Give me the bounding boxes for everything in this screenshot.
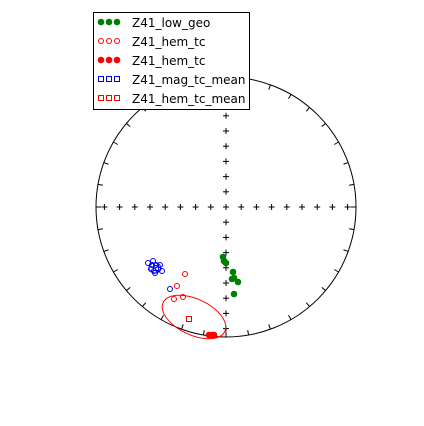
confidence-ellipses [148,262,227,340]
data-point [219,253,227,261]
legend-marker-2 [97,56,105,64]
data-point [171,296,177,302]
outline-tick [160,315,164,320]
outline-tick [202,330,205,336]
legend-marker-0 [105,18,113,26]
outline-tick [247,330,250,336]
outline-tick [103,249,109,252]
legend-marker-2 [113,56,121,64]
data-point [180,294,186,300]
confidence-ellipse-0 [161,294,227,340]
legend-marker-2 [105,56,113,64]
outline-tick [268,324,271,330]
legend-label-1: Z41_hem_tc [132,35,205,49]
data-point [182,271,188,277]
outline-tick [343,162,349,165]
data-points [145,253,242,339]
outline-tick [305,107,310,112]
outline-tick [334,269,339,273]
outline-tick [142,302,147,307]
legend: Z41_low_geo Z41_hem_tc Z41_hem_tc Z41_ma… [93,12,250,110]
data-point [167,286,173,292]
data-point [230,290,238,298]
data-point [153,265,159,271]
legend-marker-4 [114,95,120,101]
legend-marker-4 [98,95,104,101]
outline-tick [97,183,103,186]
data-point [210,331,218,339]
legend-marker-3 [106,76,112,82]
outline-tick [288,94,292,99]
outline-tick [181,324,184,330]
outline-tick [268,84,271,90]
legend-markers [97,18,121,101]
outline-tick [305,302,310,307]
data-point [159,268,165,274]
outline-tick [334,141,339,145]
outline-tick [343,249,349,252]
data-point [230,274,238,282]
data-point [229,268,237,276]
legend-marker-3 [98,76,104,82]
data-point [150,258,156,264]
outline-tick [113,269,118,273]
outline-tick [349,228,355,231]
legend-marker-4 [106,95,112,101]
outline-tick [103,162,109,165]
outline-tick [321,123,326,128]
outline-tick [126,286,131,291]
data-point [234,278,242,286]
legend-marker-0 [113,18,121,26]
legend-marker-1 [106,38,112,44]
outline-tick [113,141,118,145]
data-point [174,283,180,289]
outline-tick [349,183,355,186]
legend-label-0: Z41_low_geo [132,16,210,30]
legend-marker-0 [97,18,105,26]
legend-marker-1 [98,38,104,44]
stereonet-net [95,76,357,338]
outline-tick [97,228,103,231]
outline-tick [288,315,292,320]
legend-marker-3 [114,76,120,82]
legend-label-2: Z41_hem_tc [132,54,205,68]
data-point [186,316,192,322]
legend-label-3: Z41_mag_tc_mean [132,73,245,87]
outline-tick [321,286,326,291]
legend-label-4: Z41_hem_tc_mean [132,92,246,106]
outline-tick [126,123,131,128]
legend-marker-1 [114,38,120,44]
